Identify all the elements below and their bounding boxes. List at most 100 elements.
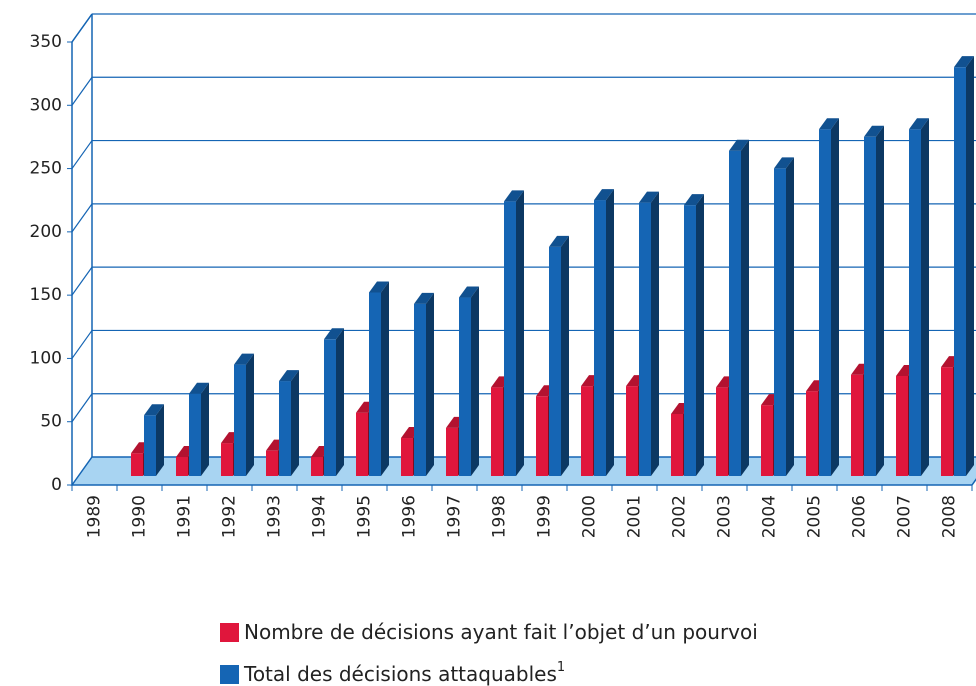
bar-front [221,443,233,476]
bar-front [774,168,786,476]
bar-side [246,353,254,476]
legend-text: Nombre de décisions ayant fait l’objet d… [244,620,758,644]
bar-side [696,194,704,476]
bar-front [729,150,741,476]
x-tick-label: 1999 [535,495,555,538]
bar-front [806,391,818,476]
bar-front [716,387,728,476]
bar-front [131,453,143,476]
y-tick-label: 250 [30,159,62,179]
grid-line [71,330,93,359]
bar [504,190,524,476]
bar [144,404,164,476]
bar [954,56,974,476]
bar-front [369,292,381,476]
bar-front [536,396,548,476]
grid-line [71,13,93,43]
bar-front [941,367,953,476]
x-tick-label: 1998 [490,495,510,538]
bar-side [921,118,929,477]
bar [414,292,434,476]
bar-top [774,157,794,169]
bar-top [189,382,209,394]
bar-front [639,202,651,476]
x-tick-label: 2003 [715,495,735,538]
x-tick-label: 2001 [625,495,645,538]
bar-top [234,353,254,365]
x-tick-label: 2004 [760,495,780,538]
y-tick-label: 200 [30,222,62,242]
y-tick-label: 100 [30,348,62,368]
bar-side [381,281,389,476]
bar-top [954,56,974,68]
bar-front [324,339,336,476]
bar-front [189,393,201,476]
bar [819,118,839,477]
x-tick-label: 2000 [580,495,600,538]
bar-side [831,118,839,477]
bar-front [954,67,966,476]
bar-side [426,292,434,476]
bar-front [144,415,156,476]
legend-note: 1 [557,660,565,675]
bar [459,286,479,476]
x-tick-label: 2008 [940,495,960,538]
x-tick-label: 1996 [400,495,420,538]
bar-front [279,381,291,476]
bar-front [356,412,368,476]
bar-front [446,427,458,476]
bar-top [684,194,704,206]
bar-top [279,370,299,382]
x-tick-label: 1991 [175,495,195,538]
bar [234,353,254,476]
bar-side [561,235,569,476]
x-tick-label: 1992 [220,495,240,538]
bar-front [819,129,831,477]
bar [594,189,614,476]
bar-top [729,139,749,151]
grid-line [71,140,93,169]
bar-side [786,157,794,476]
bar-front [761,405,773,476]
legend-text: Total des décisions attaquables [243,662,557,686]
bar [369,281,389,476]
bar-front [626,386,638,476]
x-tick-label: 1993 [265,495,285,538]
bar-top [324,328,344,340]
bar-front [684,205,696,476]
bar-top [594,189,614,201]
y-tick-label: 350 [30,32,62,52]
bar-side [471,286,479,476]
legend-label: Nombre de décisions ayant fait l’objet d… [244,620,758,644]
bar-side [201,382,209,476]
bar [279,370,299,476]
bar [909,118,929,477]
grid-line [71,266,93,296]
x-tick-label: 1990 [130,495,150,538]
x-tick-label: 1989 [85,495,105,538]
bar-side [516,190,524,476]
bar-front [504,201,516,476]
bar-front [176,457,188,476]
bar-top [819,118,839,130]
bar-top [414,292,434,304]
bar-top [909,118,929,130]
bar-side [741,139,749,476]
bar-top [369,281,389,293]
bar [324,328,344,476]
bar-side [336,328,344,476]
bar-front [459,297,471,476]
bar [189,382,209,476]
x-tick-label: 2005 [805,495,825,538]
bar [729,139,749,476]
x-tick-label: 2007 [895,495,915,538]
bar-front [896,376,908,476]
x-tick-label: 2006 [850,495,870,538]
bar-front [491,387,503,476]
legend-label: Total des décisions attaquables1 [243,660,565,686]
bar-front [414,303,426,476]
bar-side [651,191,659,476]
bar-front [594,200,606,476]
legend-swatch [220,665,239,684]
